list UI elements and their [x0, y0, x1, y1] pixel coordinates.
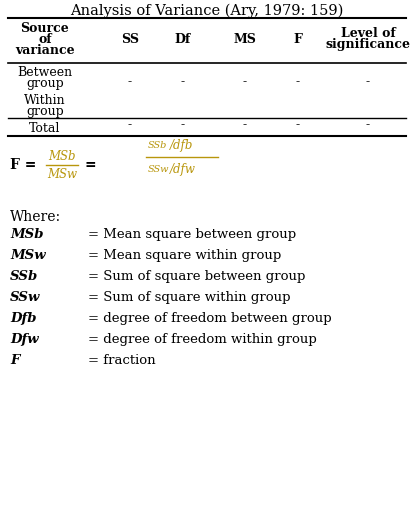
- Text: = Mean square between group: = Mean square between group: [88, 228, 295, 241]
- Text: SSb: SSb: [147, 140, 167, 149]
- Text: -: -: [242, 118, 247, 132]
- Text: SSb: SSb: [10, 270, 38, 283]
- Text: F: F: [10, 354, 19, 367]
- Text: MSb: MSb: [10, 228, 43, 241]
- Text: of: of: [38, 33, 52, 46]
- Text: = degree of freedom between group: = degree of freedom between group: [88, 312, 331, 325]
- Text: Within: Within: [24, 94, 66, 107]
- Text: = Mean square within group: = Mean square within group: [88, 249, 280, 262]
- Text: =: =: [84, 158, 95, 172]
- Text: SS: SS: [121, 33, 139, 46]
- Text: -: -: [128, 76, 132, 88]
- Text: SSw: SSw: [10, 291, 40, 304]
- Text: MS: MS: [233, 33, 256, 46]
- Text: -: -: [295, 76, 299, 88]
- Text: -: -: [295, 118, 299, 132]
- Text: SSw: SSw: [147, 166, 169, 175]
- Text: Total: Total: [29, 122, 61, 135]
- Text: group: group: [26, 77, 64, 90]
- Text: Dfw: Dfw: [10, 333, 38, 346]
- Text: variance: variance: [15, 44, 75, 57]
- Text: /dfw: /dfw: [170, 164, 195, 177]
- Text: MSw: MSw: [10, 249, 45, 262]
- Text: = degree of freedom within group: = degree of freedom within group: [88, 333, 316, 346]
- Text: MSw: MSw: [47, 167, 77, 180]
- Text: group: group: [26, 105, 64, 118]
- Text: = Sum of square within group: = Sum of square within group: [88, 291, 290, 304]
- Text: -: -: [180, 76, 185, 88]
- Text: -: -: [180, 118, 185, 132]
- Text: = fraction: = fraction: [88, 354, 155, 367]
- Text: -: -: [128, 118, 132, 132]
- Text: Where:: Where:: [10, 210, 61, 224]
- Text: Df: Df: [174, 33, 191, 46]
- Text: significance: significance: [325, 38, 410, 51]
- Text: Level of: Level of: [340, 27, 394, 40]
- Text: = Sum of square between group: = Sum of square between group: [88, 270, 305, 283]
- Text: -: -: [365, 118, 369, 132]
- Text: MSb: MSb: [48, 149, 76, 163]
- Text: Dfb: Dfb: [10, 312, 36, 325]
- Text: Source: Source: [21, 22, 69, 35]
- Text: -: -: [365, 76, 369, 88]
- Text: -: -: [242, 76, 247, 88]
- Text: F: F: [293, 33, 302, 46]
- Text: Between: Between: [17, 66, 72, 79]
- Text: /dfb: /dfb: [170, 138, 193, 151]
- Text: Analysis of Variance (Ary, 1979: 159): Analysis of Variance (Ary, 1979: 159): [70, 4, 343, 18]
- Text: F =: F =: [10, 158, 36, 172]
